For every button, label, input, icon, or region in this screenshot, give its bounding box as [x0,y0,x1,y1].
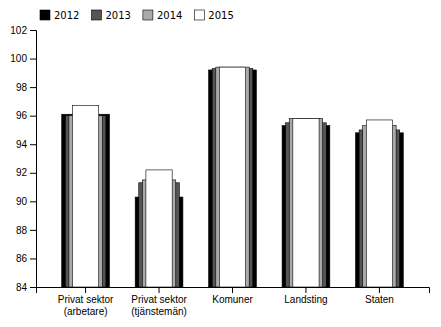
tick-mark [30,287,36,288]
tick-label: 100 [10,53,27,64]
tick-mark [30,173,36,174]
y-tick: 100 [10,53,36,64]
tick-label: 90 [16,196,28,207]
legend-label: 2013 [105,10,130,21]
y-tick: 88 [16,225,36,236]
x-tick: Komuner [212,287,253,305]
legend-label: 2012 [54,10,79,21]
tick-label-line: Privat sektor [131,294,187,305]
tick-mark [159,287,160,293]
tick-mark [30,144,36,145]
tick-mark [379,287,380,293]
tick-mark [30,30,36,31]
legend-swatch [40,10,50,20]
bar [293,119,319,287]
x-tick: Privat sektor(tjänstemän) [131,287,187,317]
x-axis: Privat sektor(arbetare)Privat sektor(tjä… [37,287,430,317]
tick-label: 96 [16,110,28,121]
bar [366,120,392,287]
tick-label: 102 [10,25,27,36]
tick-label: Privat sektor(arbetare) [58,294,114,317]
tick-label-line: Landsting [284,294,327,305]
bar [289,119,322,287]
tick-label: 84 [16,282,28,293]
plot-area: 8486889092949698100102Privat sektor(arbe… [10,25,429,317]
legend-swatch [143,10,153,20]
tick-label: Privat sektor(tjänstemän) [131,294,187,317]
tick-label: Landsting [284,294,327,305]
chart-svg: 8486889092949698100102Privat sektor(arbe… [0,0,441,327]
legend: 2012 2013 2014 2015 [40,10,234,21]
bar [146,170,172,287]
tick-mark [305,287,306,293]
tick-mark [30,201,36,202]
y-tick: 94 [16,139,36,150]
y-tick: 90 [16,196,36,207]
bar-series [72,67,392,287]
legend-item: 2013 [91,10,130,21]
legend-swatch [91,10,101,20]
y-axis: 84 86 88 90 92 94 96 98 100 102 [10,25,36,293]
y-tick: 98 [16,82,36,93]
tick-label-line: Staten [365,294,394,305]
chart-container: 8486889092949698100102Privat sektor(arbe… [0,0,441,327]
tick-label: 92 [16,167,28,178]
tick-mark [232,287,233,293]
legend-swatch [194,10,204,20]
bars [62,67,404,287]
tick-mark [30,116,36,117]
tick-mark [85,287,86,293]
bar [216,67,249,287]
x-tick: Landsting [284,287,327,305]
x-tick: Staten [365,287,394,305]
axis-line [37,288,430,294]
legend-label: 2014 [157,10,182,21]
y-tick: 86 [16,253,36,264]
legend-label: 2015 [208,10,233,21]
tick-label: 98 [16,82,28,93]
x-tick: Privat sektor(arbetare) [58,287,114,317]
tick-label: Staten [365,294,394,305]
tick-mark [30,258,36,259]
y-tick: 102 [10,25,36,36]
axis-line [30,31,37,288]
tick-label: 94 [16,139,28,150]
tick-mark [30,87,36,88]
legend-item: 2012 [40,10,79,21]
y-tick: 96 [16,110,36,121]
tick-mark [30,59,36,60]
y-tick: 84 [16,282,36,293]
tick-label-line: Privat sektor [58,294,114,305]
tick-label-line: (arbetare) [64,306,108,317]
tick-label: 88 [16,225,28,236]
tick-label: Komuner [212,294,253,305]
page: {"chart_data": {"type": "bar", "categori… [0,0,441,327]
tick-mark [30,230,36,231]
tick-label-line: (tjänstemän) [131,306,187,317]
bar [219,67,245,287]
legend-item: 2015 [194,10,233,21]
tick-label-line: Komuner [212,294,253,305]
y-tick: 92 [16,167,36,178]
bar [72,106,98,287]
legend-item: 2014 [143,10,182,21]
bar-series [69,67,396,287]
tick-label: 86 [16,253,28,264]
